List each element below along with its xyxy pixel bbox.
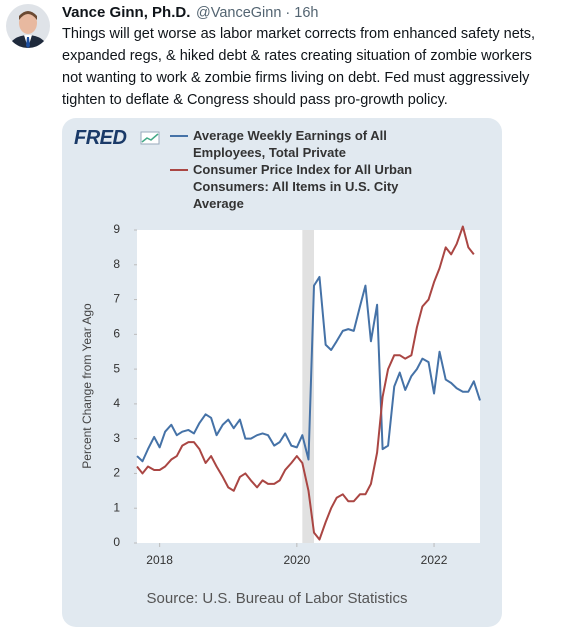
y-tick-label: 1 — [113, 500, 120, 514]
legend-swatch — [170, 169, 188, 171]
y-tick-label: 0 — [113, 535, 120, 549]
y-tick-label: 9 — [113, 222, 120, 236]
user-handle[interactable]: @VanceGinn · 16h — [196, 5, 319, 21]
logo-icon — [140, 131, 160, 145]
tweet-text-line: expanded regs, & hiked debt & rates crea… — [62, 48, 532, 64]
y-tick-label: 5 — [113, 361, 120, 375]
series-line — [136, 275, 481, 463]
tweet-text-line: tighten to deflate & Congress should pas… — [62, 92, 448, 108]
y-tick-label: 2 — [113, 466, 120, 480]
y-tick-label: 6 — [113, 327, 120, 341]
y-tick-label: 7 — [113, 292, 120, 306]
legend-label: Average Weekly Earnings of All Employees… — [193, 128, 387, 160]
y-tick-label: 3 — [113, 431, 120, 445]
tweet-text-line: Things will get worse as labor market co… — [62, 26, 536, 42]
x-tick-label: 2020 — [283, 553, 310, 567]
x-tick-label: 2022 — [421, 553, 448, 567]
recession-band — [302, 230, 314, 543]
legend-swatch — [170, 135, 188, 137]
y-tick-label: 8 — [113, 257, 120, 271]
logo: FRED — [74, 127, 127, 149]
user-name[interactable]: Vance Ginn, Ph.D. — [62, 4, 191, 21]
tweet-text-line: not wanting to work & zombie firms livin… — [62, 70, 530, 86]
y-tick-label: 4 — [113, 396, 120, 410]
legend-label: Consumer Price Index for All Urban Consu… — [193, 162, 413, 211]
x-tick-label: 2018 — [146, 553, 173, 567]
y-axis-title: Percent Change from Year Ago — [80, 303, 94, 469]
series-line — [136, 225, 475, 541]
avatar[interactable] — [6, 4, 50, 50]
source-note: Source: U.S. Bureau of Labor Statistics — [147, 590, 408, 607]
